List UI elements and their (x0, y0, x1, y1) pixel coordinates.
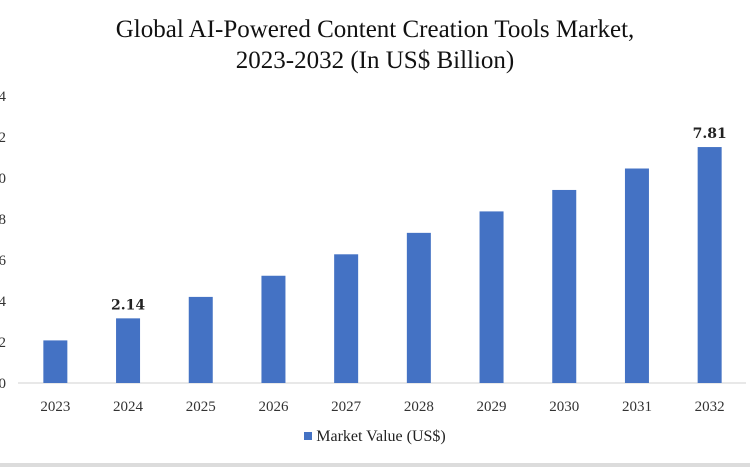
bar-2026 (261, 275, 286, 383)
bar-2029 (479, 211, 504, 383)
x-tick-label: 2031 (622, 399, 652, 415)
bar-2030 (552, 189, 577, 383)
x-tick-label: 2024 (113, 399, 144, 415)
bar-2032 (697, 147, 722, 383)
y-tick-label: 0 (0, 376, 6, 392)
data-label-2024: 2.14 (111, 297, 145, 313)
bar-2027 (334, 254, 359, 383)
x-tick-label: 2028 (404, 399, 434, 415)
x-tick-label: 2026 (258, 399, 289, 415)
y-tick-label: 14 (0, 89, 7, 105)
chart-title-line-1: Global AI-Powered Content Creation Tools… (115, 16, 635, 43)
chart-title-line-2: 2023-2032 (In US$ Billion) (235, 47, 515, 74)
y-tick-label: 12 (0, 130, 6, 146)
legend-label: Market Value (US$) (316, 428, 446, 445)
x-tick-label: 2027 (331, 399, 362, 415)
bar-2023 (43, 340, 68, 383)
data-label-2032: 7.81 (693, 126, 727, 142)
x-tick-label: 2029 (477, 399, 507, 415)
bar-2025 (188, 296, 213, 383)
bottom-border (0, 463, 750, 467)
x-tick-label: 2023 (40, 399, 70, 415)
y-tick-label: 10 (0, 171, 6, 187)
legend: Market Value (US$) (0, 428, 750, 446)
chart-title: Global AI-Powered Content Creation Tools… (0, 14, 750, 76)
legend-swatch (304, 432, 313, 440)
bar-2031 (624, 168, 649, 383)
x-tick-label: 2025 (186, 399, 216, 415)
x-tick-label: 2030 (549, 399, 579, 415)
y-tick-label: 8 (0, 212, 6, 228)
bar-2024 (116, 318, 141, 383)
y-tick-label: 4 (0, 294, 7, 310)
x-tick-label: 2032 (695, 399, 725, 415)
y-tick-label: 2 (0, 335, 6, 351)
y-tick-label: 6 (0, 253, 7, 269)
bar-2028 (406, 232, 431, 383)
